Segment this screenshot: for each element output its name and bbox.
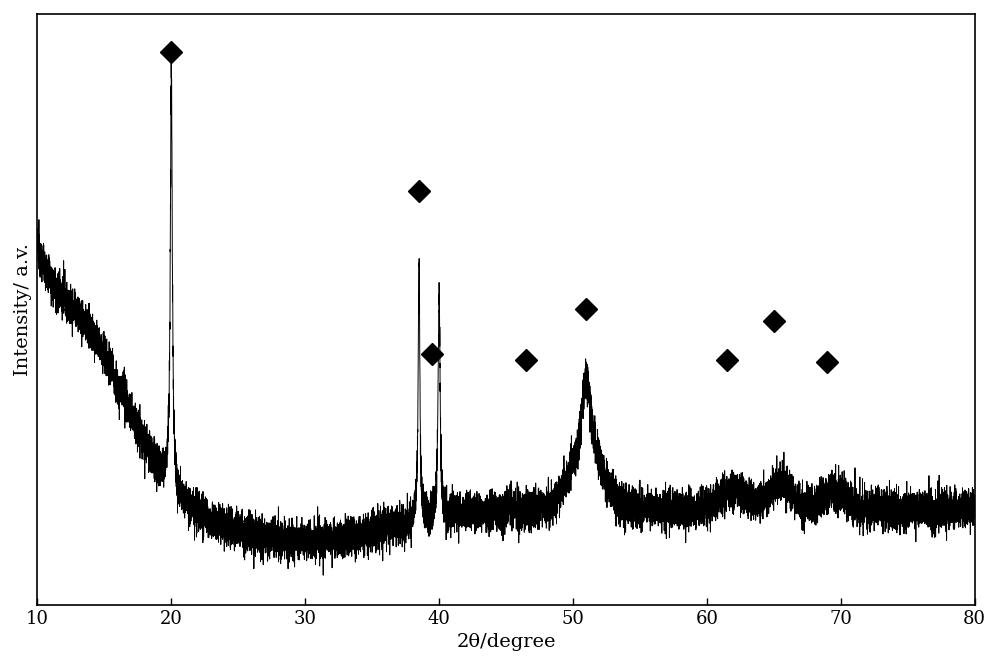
Y-axis label: Intensity/ a.v.: Intensity/ a.v. [14, 243, 32, 376]
X-axis label: 2θ/degree: 2θ/degree [456, 633, 556, 651]
